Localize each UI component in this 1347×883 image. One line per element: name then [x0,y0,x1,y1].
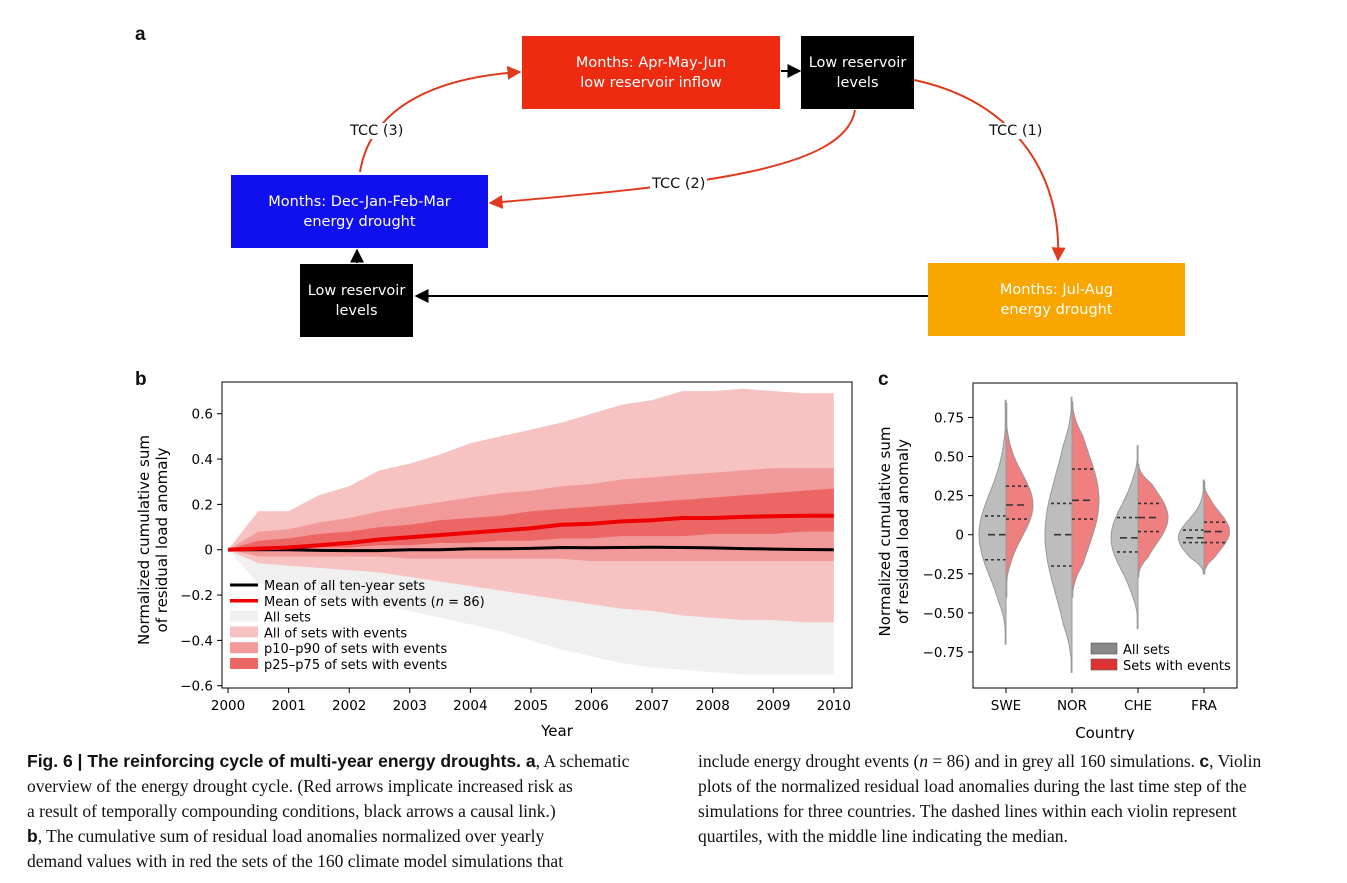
y-tick-label: 0.75 [934,410,964,426]
violin-half-swe-1 [1005,402,1034,598]
x-axis-label: Country [1075,724,1135,740]
box-summer-drought: Months: Jul-Aug energy drought [928,263,1185,336]
legend-patch-swatch [230,642,258,654]
caption-column-2: include energy drought events (n = 86) a… [698,749,1338,849]
x-tick-label: 2006 [574,698,608,714]
x-tick-label: 2002 [332,698,366,714]
legend-patch-swatch [230,610,258,622]
caption-text-c2: = 86) and in grey all 160 simulations. [928,751,1200,771]
legend-label: Mean of all ten-year sets [264,579,425,594]
label-tcc1: TCC (1) [987,123,1045,139]
x-tick-label: CHE [1124,698,1152,714]
legend-patch-swatch [230,658,258,669]
caption-bold-c: c [1199,751,1210,771]
y-tick-label: −0.4 [180,633,213,649]
legend-label: All of sets with events [264,626,407,641]
x-tick-label: 2005 [514,698,548,714]
box-low-reservoir-top: Low reservoir levels [801,36,914,109]
caption-text-a: , A schematic overview of the energy dro… [27,751,630,821]
legend-label: All sets [1123,643,1170,658]
violin-half-che-1 [1137,463,1169,578]
y-tick-label: 0.6 [192,407,213,423]
legend-label: All sets [264,611,311,626]
y-tick-label: 0.25 [934,489,964,505]
box-low-reservoir-bottom: Low reservoir levels [300,264,413,337]
box-winter-drought: Months: Dec-Jan-Feb-Mar energy drought [231,175,488,248]
diagram-arrows [350,64,1066,303]
x-tick-label: 2000 [211,698,245,714]
legend-label: p25–p75 of sets with events [264,658,447,673]
y-tick-label: 0.50 [934,450,964,466]
label-tcc2: TCC (2) [650,176,708,192]
y-tick-label: −0.50 [923,606,964,622]
chart-b-cumulative-anomaly: 2000 2001 2002 2003 2004 2005 2006 2007 2008 2009… [135,381,853,740]
y-tick-label: 0.2 [192,497,213,513]
y-tick-label: −0.25 [923,567,964,583]
y-tick-label: 0 [955,528,964,544]
panel-label-a: a [135,24,146,45]
y-tick-label: −0.6 [180,679,213,695]
caption-text-c3: , Violin plots of the normalized residua… [698,751,1262,846]
x-axis-label: Year [540,722,574,740]
x-tick-label: 2004 [453,698,487,714]
box-spring-low-inflow: Months: Apr-May-Jun low reservoir inflow [522,36,780,109]
legend-patch-swatch [1090,642,1118,655]
y-tick-label: 0.4 [192,452,213,468]
legend-label: Sets with events [1123,659,1231,674]
caption-text-b: , The cumulative sum of residual load an… [27,826,564,871]
legend-label: Mean of sets with events (n = 86) [264,595,485,610]
chart-c-violins: SWE NOR CHE FRA 0.75 0.50 0.25 0 −0.25 −0.50 −0.75… [876,382,1238,740]
violin-half-fra-1 [1203,480,1231,575]
y-tick-label: −0.2 [180,588,213,604]
panel-label-b: b [135,369,147,390]
legend-label-part: = 86) [444,595,485,610]
x-tick-label: FRA [1191,698,1218,714]
y-tick-label: 0 [204,543,213,559]
y-axis-label-line: of residual load anomaly [894,439,912,624]
arrow-tcc2 [488,109,856,209]
caption-column-1: Fig. 6 | The reinforcing cycle of multi-… [27,749,667,874]
x-tick-label: NOR [1057,698,1087,714]
arrow-tcc1 [913,79,1066,262]
x-tick-label: 2003 [393,698,427,714]
violin-half-swe-0 [978,399,1007,645]
x-tick-label: 2008 [695,698,729,714]
caption-bold-b: b [27,826,38,846]
legend-label-part: Mean of sets with events ( [264,595,436,610]
legend-label-italic: n [436,595,444,610]
legend-label: p10–p90 of sets with events [264,642,447,657]
caption-italic-n: n [919,751,929,771]
label-tcc3: TCC (3) [348,123,406,139]
y-axis-label-line: Normalized cumulative sum [135,435,153,645]
x-tick-label: 2001 [271,698,305,714]
caption-fig-label: Fig. 6 | The reinforcing cycle of multi-… [27,751,522,771]
arrow-tcc3 [359,65,522,173]
violin-half-fra-0 [1177,479,1205,575]
x-tick-label: SWE [991,698,1021,714]
series-line-0 [228,545,834,553]
x-tick-label: 2010 [817,698,851,714]
x-tick-label: 2007 [635,698,669,714]
series-line-1 [228,513,834,552]
y-axis-label-line: of residual load anomaly [153,447,171,632]
legend-patch-swatch [230,626,258,638]
band-3 [228,488,834,550]
plot-frame-b [221,381,853,689]
plot-frame-c [972,382,1238,689]
y-axis-label-line: Normalized cumulative sum [876,427,894,637]
caption-bold-a: a [521,751,536,771]
panel-label-c: c [878,369,889,390]
legend-patch-swatch [1090,658,1118,671]
caption-text-c1: include energy drought events ( [698,751,920,771]
y-tick-label: −0.75 [923,645,964,661]
x-tick-label: 2009 [756,698,790,714]
